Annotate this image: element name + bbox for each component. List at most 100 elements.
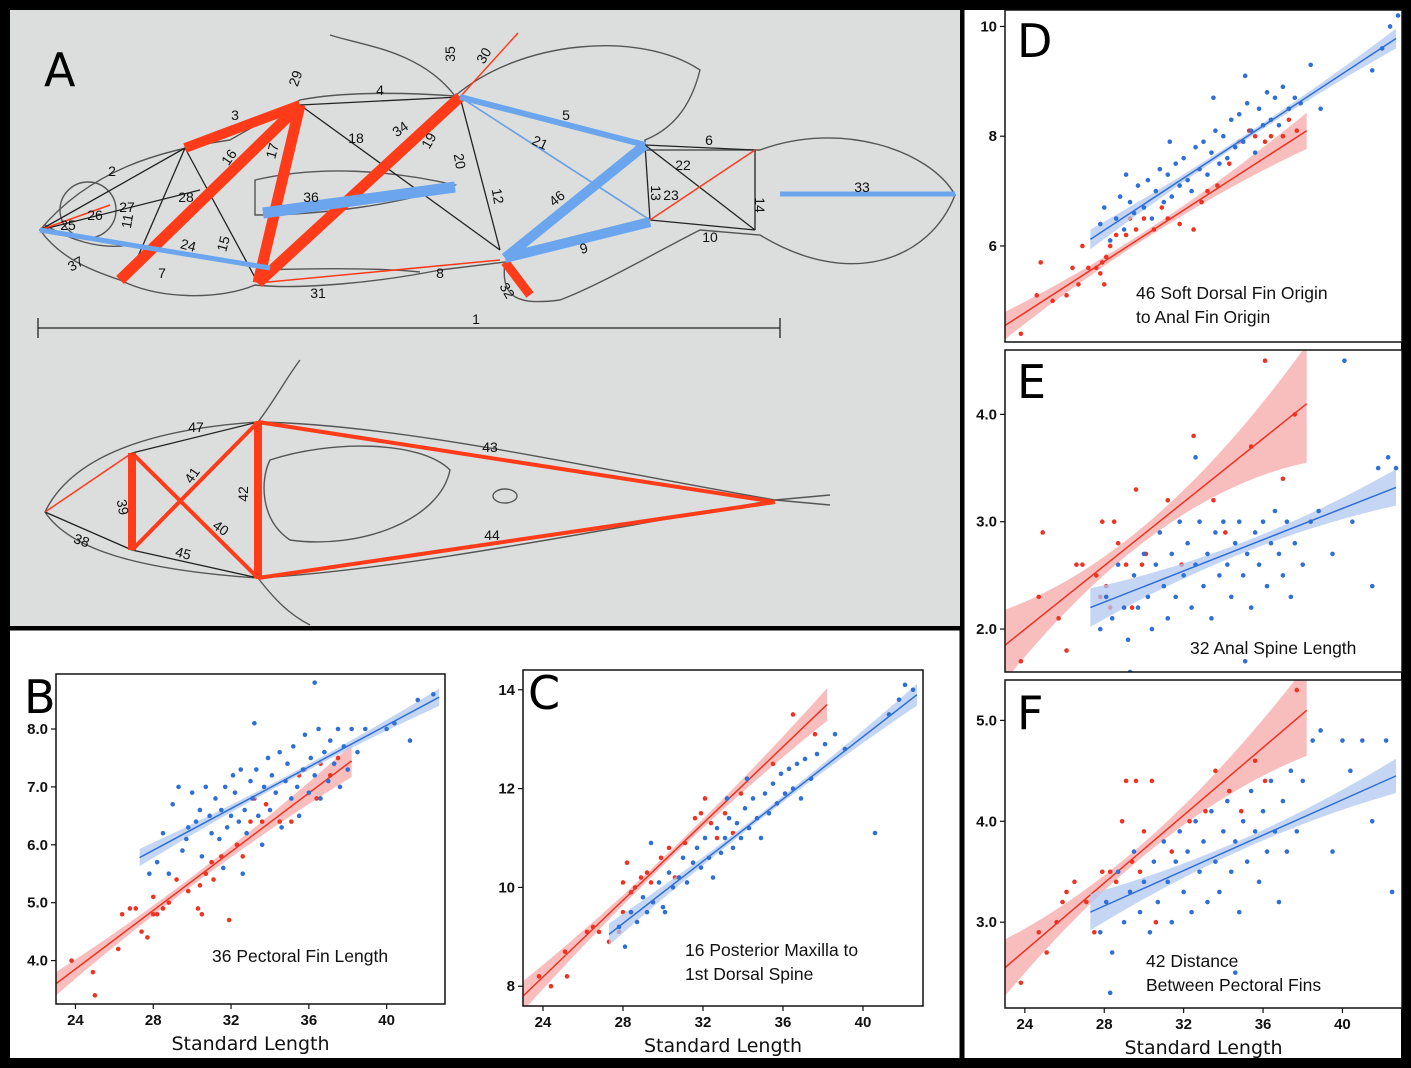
x-tick-label: 28 — [145, 1012, 162, 1029]
data-point-blue — [1141, 879, 1147, 885]
data-point-blue — [1173, 594, 1179, 600]
data-point-blue — [1260, 519, 1266, 525]
data-point-blue — [634, 919, 640, 925]
data-point-blue — [1236, 519, 1242, 525]
data-point-red — [1084, 899, 1089, 905]
plot-frame — [1004, 349, 1403, 673]
panel-f-chart: 3.0 4.0 5.0 24 28 32 36 40 Standard Length 42 Dis… — [976, 679, 1403, 1059]
data-point-red — [790, 712, 796, 717]
data-point-blue — [640, 894, 646, 900]
measurement-number: 22 — [675, 157, 691, 173]
data-point-blue — [1225, 798, 1230, 804]
x-tick-label: 36 — [301, 1012, 318, 1029]
measurement-number: 4 — [376, 82, 384, 98]
data-point-blue — [622, 944, 628, 950]
data-point-red — [1252, 133, 1258, 139]
data-point-blue — [1141, 205, 1147, 210]
data-point-red — [638, 875, 644, 880]
data-point-blue — [1213, 128, 1218, 134]
data-point-red — [1123, 232, 1129, 238]
data-point-blue — [680, 855, 686, 861]
data-point-blue — [193, 819, 199, 824]
y-tick-label: 8 — [507, 978, 515, 995]
data-point-red — [1097, 271, 1103, 276]
data-point-blue — [180, 848, 185, 853]
measurement-number: 20 — [451, 152, 469, 170]
data-point-blue — [1236, 909, 1242, 915]
data-point-red — [1107, 243, 1113, 249]
data-point-blue — [1121, 919, 1127, 925]
data-point-blue — [1228, 117, 1234, 123]
data-point-blue — [302, 732, 308, 738]
measurement-number: 2 — [108, 163, 116, 179]
measurement-number: 32 — [497, 280, 519, 302]
data-point-red — [1238, 808, 1244, 814]
data-point-blue — [726, 815, 732, 821]
data-point-blue — [1213, 859, 1218, 864]
data-point-red — [150, 894, 156, 900]
data-point-blue — [209, 830, 214, 836]
panel-d-chart: 6 8 10 46 Soft Dorsal Fin Origin to Anal Fin… — [980, 9, 1403, 343]
data-point-red — [226, 917, 232, 923]
data-point-red — [624, 860, 630, 866]
data-point-blue — [1181, 573, 1186, 578]
data-point-red — [1223, 530, 1228, 535]
data-point-red — [1018, 658, 1024, 664]
data-point-blue — [189, 790, 195, 795]
data-point-blue — [1201, 583, 1206, 589]
data-point-blue — [1221, 133, 1226, 139]
data-point-red — [1036, 930, 1042, 935]
data-point-blue — [896, 697, 902, 702]
data-point-red — [160, 906, 166, 911]
data-point-red — [702, 796, 708, 801]
data-point-blue — [1248, 605, 1254, 610]
data-point-blue — [1209, 808, 1214, 814]
data-point-blue — [184, 836, 189, 842]
data-point-blue — [1308, 62, 1313, 68]
data-point-blue — [1209, 616, 1214, 621]
data-point-blue — [244, 830, 249, 836]
data-point-red — [1280, 133, 1286, 139]
data-point-blue — [219, 807, 224, 813]
data-point-blue — [1395, 13, 1401, 18]
data-point-red — [1211, 497, 1216, 503]
data-point-blue — [1350, 519, 1355, 525]
measurement-number: 19 — [418, 130, 440, 152]
data-point-red — [1133, 487, 1139, 492]
plot-frame — [1004, 9, 1403, 343]
x-tick-label: 32 — [695, 1014, 712, 1031]
data-point-blue — [228, 813, 234, 819]
data-point-blue — [1369, 818, 1375, 824]
data-point-red — [1115, 540, 1121, 546]
data-point-red — [564, 974, 570, 979]
data-point-blue — [1147, 930, 1153, 935]
data-point-blue — [1193, 144, 1198, 150]
data-point-blue — [238, 767, 244, 772]
data-point-red — [197, 883, 203, 888]
plot-frame — [522, 669, 924, 1007]
data-point-blue — [1232, 970, 1238, 975]
plot-area — [1005, 680, 1402, 1008]
data-point-blue — [1115, 562, 1121, 567]
data-point-red — [90, 969, 96, 975]
data-point-red — [289, 819, 294, 824]
data-point-blue — [1165, 172, 1171, 177]
data-point-blue — [1276, 122, 1282, 128]
data-point-blue — [656, 880, 662, 885]
data-point-blue — [1236, 111, 1242, 117]
data-point-blue — [327, 738, 333, 743]
data-point-red — [1111, 519, 1117, 525]
data-point-red — [115, 946, 121, 952]
data-point-red — [1294, 687, 1300, 693]
data-point-blue — [1264, 583, 1270, 589]
data-point-blue — [1342, 358, 1347, 364]
data-point-blue — [742, 806, 748, 811]
data-point-blue — [1149, 216, 1155, 221]
data-point-red — [1064, 889, 1069, 895]
data-point-blue — [176, 784, 181, 790]
data-point-blue — [1310, 738, 1315, 743]
data-point-blue — [1177, 829, 1182, 834]
data-point-blue — [1256, 879, 1262, 885]
data-point-blue — [1330, 849, 1335, 854]
data-point-red — [644, 870, 650, 875]
